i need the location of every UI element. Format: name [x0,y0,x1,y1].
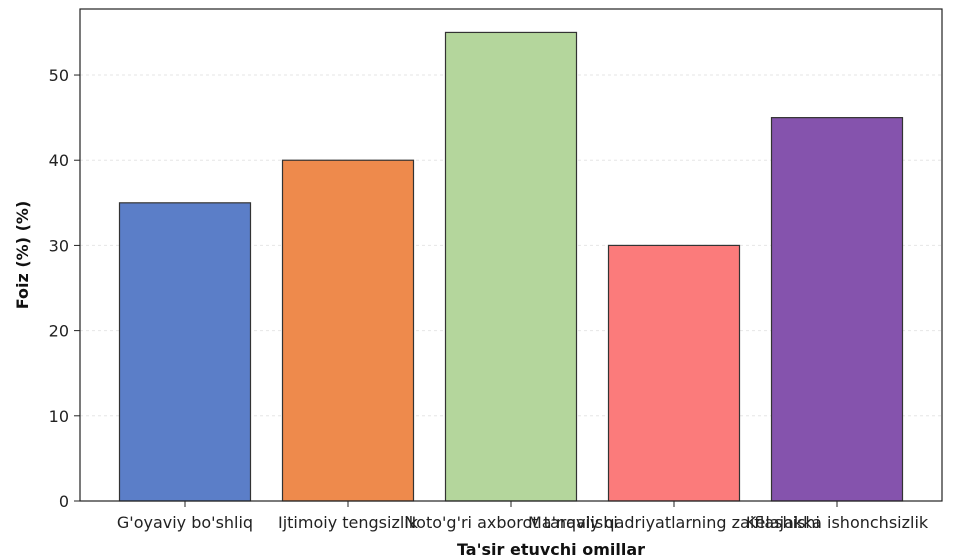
x-tick-label: Ma'naviy qadriyatlarning zaiflashishi [528,513,820,532]
x-tick-label: Ijtimoiy tengsizlik [278,513,419,532]
y-tick-label: 50 [49,66,69,85]
bars [118,31,904,502]
y-tick-label: 0 [59,492,69,511]
y-axis-title: Foiz (%) (%) [13,201,32,310]
bar-5 [770,117,904,502]
bar-1 [118,202,252,502]
y-tick-label: 10 [49,407,69,426]
bar-2 [281,159,415,502]
x-tick-label: G'oyaviy bo'shliq [117,513,253,532]
x-tick-label: Kelajakka ishonchsizlik [746,513,929,532]
y-tick-label: 40 [49,151,69,170]
x-tick-label: Noto'g'ri axborot tarqalishi [404,513,618,532]
x-axis-title: Ta'sir etuvchi omillar [457,540,645,559]
y-axis-ticks: 0 10 20 30 40 50 [49,66,80,511]
x-axis-ticks: G'oyaviy bo'shliq Ijtimoiy tengsizlikNoto… [117,501,929,532]
bar-4 [607,244,741,502]
y-tick-label: 20 [49,322,69,341]
bar-3 [444,31,578,502]
y-tick-label: 30 [49,236,69,255]
